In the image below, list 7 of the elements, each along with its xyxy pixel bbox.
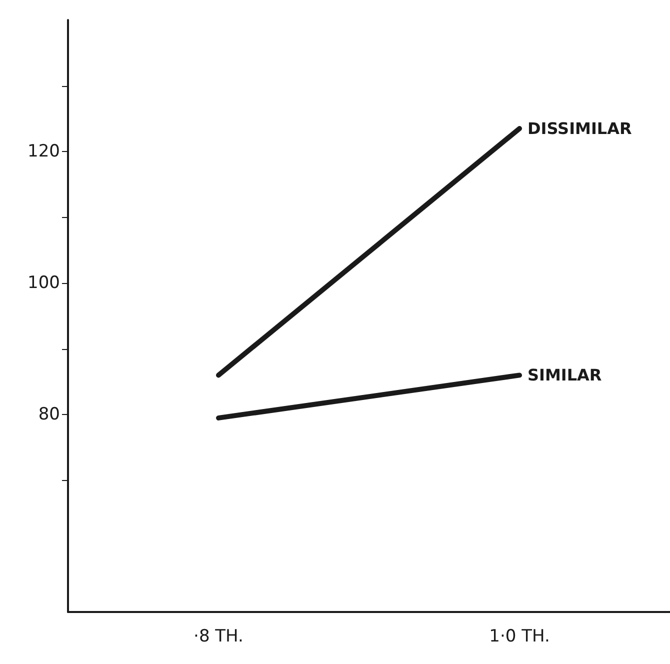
series-label: DISSIMILAR [528,119,632,138]
x-tick-label: 1·0 TH. [489,626,550,646]
y-tick-label: 120 [28,142,60,162]
x-tick-label: ·8 TH. [194,626,244,646]
y-tick-label: 80 [38,404,60,425]
series-label: SIMILAR [528,366,602,385]
y-tick-label: 100 [28,273,60,294]
